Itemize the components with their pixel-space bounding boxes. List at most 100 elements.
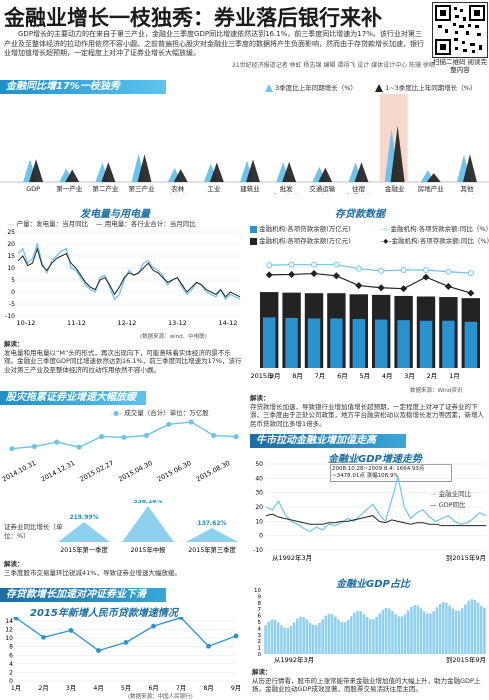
tick-label: GDP [26, 185, 40, 193]
yoy-marker [467, 270, 474, 277]
share-bar [467, 600, 470, 654]
share-bar [289, 625, 293, 654]
securities-note: 解读： 三季度股市交易量环比锐减41%，导致证券业增速大幅放缓。 [4, 560, 181, 577]
x-tick: 2015.02.27 [78, 459, 115, 483]
triangle-icon [265, 84, 273, 92]
newloans-point [233, 633, 239, 639]
x-tick: 4月 [382, 372, 393, 380]
loans-legend-3: 金融机构:各项存款余额(万亿元) [250, 235, 351, 245]
bar-ytd [173, 169, 188, 182]
yoy-marker [266, 262, 273, 269]
fin-gdp-subtitle: 金融业GDP增速走势 [328, 454, 422, 465]
newloans-point [13, 617, 19, 621]
securities-growth-label: 证券业同比增长（单位：%） [4, 523, 63, 540]
bar-ytd [462, 154, 477, 182]
x-tick: 9月 [270, 372, 281, 380]
y-tick: 20 [7, 241, 15, 248]
y-tick: 0 [258, 652, 262, 658]
securities-triangles: 219.99% 2015年第一季度 336.14% 2015年中报 137.62% 201… [58, 500, 238, 554]
growth-triangle [186, 528, 238, 542]
share-bar [308, 622, 312, 654]
newloans-point [68, 628, 74, 633]
share-bar [454, 610, 458, 654]
bar-ytd [318, 167, 333, 182]
y-tick: 7 [258, 607, 262, 613]
share-bar [407, 610, 410, 654]
x-tick: 7月 [176, 684, 186, 692]
y-tick: 4 [258, 626, 262, 632]
x-tick: 13-12 [168, 319, 187, 327]
yoy-marker [288, 261, 295, 268]
x-tick: 2015年 [250, 371, 274, 380]
tick-label: 其他 [460, 184, 474, 193]
x-tick: 2014.12.31 [40, 459, 77, 483]
qr-caption: 扫描二维码 阅读完整内容 [432, 58, 488, 74]
qr-code[interactable] [432, 2, 488, 58]
share-bar [470, 599, 474, 654]
x-tick: 6月 [337, 372, 348, 380]
share-bar [315, 625, 318, 654]
bar-ytd [354, 162, 369, 182]
loans-legend-1: 金融机构:各项贷款余额(万亿元) [250, 223, 351, 233]
yoy-marker [288, 270, 296, 278]
fin-share-subtitle: 金融业GDP占比 [336, 579, 410, 590]
x-tick: 12-12 [118, 319, 137, 327]
section-newloans-title: 存贷款增长加速对冲证券业下滑 [0, 588, 166, 602]
x-tick: 10-12 [17, 319, 36, 327]
share-bar [273, 619, 277, 654]
share-bar [365, 616, 369, 654]
volume-point [143, 432, 149, 439]
loan-bar [442, 320, 455, 368]
page-title: 金融业增长一枝独秀：券业落后银行来补 [4, 6, 382, 30]
yoy-marker [377, 284, 385, 292]
y-tick: 12 [5, 627, 13, 634]
industry-legend-q3: 3季度比上年同期增长（%） [265, 82, 357, 92]
tick-label: 第一产业 [56, 184, 83, 193]
x-start: 从1992年3月 [274, 655, 314, 664]
share-bar [384, 607, 388, 654]
loans-legend-4: –◆–金融机构:各项存款余额:同比（%） [380, 237, 489, 245]
y-tick: 10 [5, 635, 13, 642]
share-bar [413, 605, 416, 654]
series-line [265, 513, 486, 527]
x-start: 从1992年3月 [272, 553, 312, 562]
share-bar [349, 616, 353, 654]
x-tick: 7月 [315, 372, 326, 380]
industry-legend-ytd: 1~3季度比上年同期增长（%） [375, 82, 476, 92]
loan-bar [397, 320, 410, 368]
share-bar [451, 608, 454, 654]
share-bar [448, 605, 451, 654]
loan-bar [464, 321, 477, 368]
tick-label: 、仓储 [313, 192, 333, 194]
loan-bar [352, 319, 365, 368]
tick-label: 牧渔业 [168, 192, 188, 194]
bar-ytd [29, 159, 44, 182]
share-bar [378, 613, 382, 654]
share-bar [299, 616, 302, 654]
share-bar [368, 619, 372, 654]
share-bar [432, 611, 435, 654]
y-tick: 1 [258, 646, 262, 652]
bar-ytd [65, 169, 80, 182]
share-bar [387, 608, 391, 654]
share-bar [438, 603, 442, 654]
bar-ytd [282, 161, 297, 182]
yoy-line [269, 272, 471, 294]
share-bar [375, 617, 378, 654]
newloans-line [15, 617, 237, 652]
y-tick: 10 [254, 588, 261, 594]
growth-triangle [122, 506, 174, 542]
y-tick: -10 [253, 547, 263, 554]
share-bar [296, 618, 299, 654]
share-bar [362, 613, 366, 654]
share-bar [356, 610, 359, 654]
newloans-point [206, 643, 211, 649]
yoy-marker [333, 261, 340, 268]
share-bar [403, 614, 407, 654]
x-tick: 5月 [359, 372, 370, 380]
x-tick: 2015.04.30 [117, 459, 154, 483]
y-tick: -5 [9, 301, 15, 308]
y-tick: 10 [7, 265, 15, 272]
triangle-icon [375, 84, 383, 92]
x-tick: 3月 [66, 684, 76, 692]
